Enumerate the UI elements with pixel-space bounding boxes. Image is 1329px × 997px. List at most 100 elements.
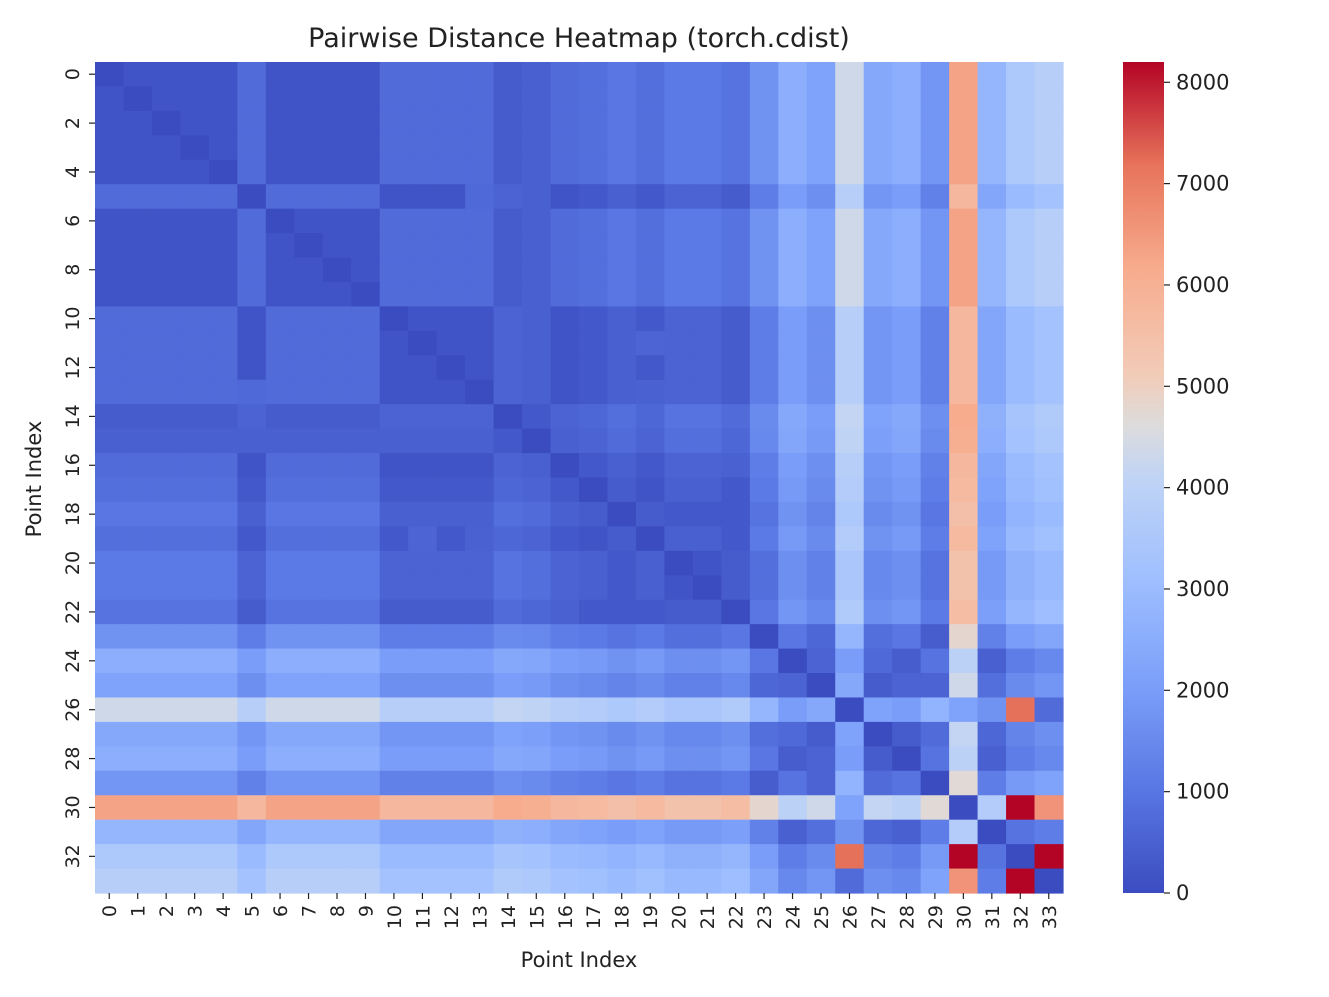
heatmap-cell <box>949 86 979 112</box>
heatmap-cell <box>237 819 267 845</box>
heatmap-cell <box>920 110 950 136</box>
heatmap-cell <box>294 184 324 210</box>
heatmap-cell <box>863 746 893 772</box>
heatmap-cell <box>692 453 722 479</box>
heatmap-cell <box>920 697 950 723</box>
heatmap-cell <box>692 550 722 576</box>
heatmap-cell <box>351 379 381 405</box>
heatmap-cell <box>265 306 295 332</box>
heatmap-cell <box>436 86 466 112</box>
heatmap-cell <box>208 62 238 88</box>
heatmap-cell <box>835 575 865 601</box>
heatmap-cell <box>778 379 808 405</box>
heatmap-cell <box>806 795 836 821</box>
heatmap-cell <box>635 526 666 552</box>
heatmap-cell <box>579 868 609 894</box>
heatmap-cell <box>949 575 979 601</box>
heatmap-cell <box>607 110 637 136</box>
heatmap-cell <box>1006 868 1036 894</box>
heatmap-cell <box>721 330 751 356</box>
heatmap-cell <box>522 550 552 576</box>
heatmap-cell <box>692 135 722 161</box>
heatmap-cell <box>180 428 210 454</box>
heatmap-cell <box>749 648 779 674</box>
heatmap-cell <box>379 330 409 356</box>
heatmap-cell <box>522 233 552 259</box>
heatmap-cell <box>208 721 238 747</box>
heatmap-cell <box>607 770 637 796</box>
heatmap-cell <box>294 770 324 796</box>
heatmap-cell <box>806 624 836 650</box>
heatmap-cell <box>749 526 779 552</box>
heatmap-cell <box>265 550 295 576</box>
heatmap-cell <box>579 721 609 747</box>
heatmap-cell <box>949 746 979 772</box>
heatmap-cell <box>95 62 125 88</box>
heatmap-cell <box>265 428 295 454</box>
heatmap-cell <box>95 233 125 259</box>
heatmap-cell <box>208 746 238 772</box>
heatmap-cell <box>522 355 552 381</box>
heatmap-cell <box>294 697 324 723</box>
heatmap-cell <box>322 819 352 845</box>
heatmap-cell <box>408 819 438 845</box>
heatmap-cell <box>237 62 267 88</box>
heatmap-cell <box>493 355 523 381</box>
heatmap-cell <box>322 330 352 356</box>
heatmap-cell <box>806 428 836 454</box>
heatmap-cell <box>379 673 409 699</box>
heatmap-cell <box>721 599 751 625</box>
heatmap-cell <box>835 697 865 723</box>
heatmap-cell <box>920 306 950 332</box>
heatmap-cell <box>95 135 125 161</box>
heatmap-cell <box>664 648 694 674</box>
heatmap-cell <box>778 135 808 161</box>
heatmap-cell <box>180 355 210 381</box>
heatmap-cell <box>550 404 580 430</box>
colorbar-tick-label: 4000 <box>1176 476 1229 500</box>
heatmap-cell <box>151 135 182 161</box>
heatmap-cell <box>408 868 438 894</box>
heatmap-cell <box>664 868 694 894</box>
heatmap-cell <box>493 673 523 699</box>
heatmap-cell <box>208 648 238 674</box>
heatmap-cell <box>977 648 1007 674</box>
heatmap-cell <box>664 550 694 576</box>
heatmap-cell <box>664 673 694 699</box>
heatmap-cell <box>408 135 438 161</box>
heatmap-cell <box>863 428 893 454</box>
heatmap-cell <box>607 453 637 479</box>
heatmap-cell <box>123 526 153 552</box>
heatmap-cell <box>949 868 979 894</box>
heatmap-cell <box>436 233 466 259</box>
heatmap-cell <box>294 550 324 576</box>
heatmap-cell <box>493 795 523 821</box>
heatmap-cell <box>1034 184 1064 210</box>
heatmap-cell <box>835 404 865 430</box>
heatmap-cell <box>237 428 267 454</box>
heatmap-cell <box>351 404 381 430</box>
heatmap-cell <box>1034 501 1064 527</box>
heatmap-cell <box>721 62 751 88</box>
heatmap-cell <box>465 159 495 185</box>
heatmap-cell <box>265 184 295 210</box>
heatmap-cell <box>835 233 865 259</box>
heatmap-cell <box>920 526 950 552</box>
heatmap-cell <box>721 184 751 210</box>
heatmap-cell <box>863 624 893 650</box>
heatmap-cell <box>208 550 238 576</box>
heatmap-cell <box>664 746 694 772</box>
heatmap-cell <box>977 599 1007 625</box>
heatmap-cell <box>920 257 950 283</box>
heatmap-cell <box>208 501 238 527</box>
heatmap-cell <box>180 379 210 405</box>
heatmap-cell <box>123 721 153 747</box>
heatmap-cell <box>465 208 495 234</box>
heatmap-cell <box>635 306 666 332</box>
heatmap-cell <box>351 453 381 479</box>
y-tick-label: 18 <box>62 502 84 526</box>
heatmap-cell <box>208 159 238 185</box>
heatmap-cell <box>920 453 950 479</box>
heatmap-cell <box>180 110 210 136</box>
heatmap-cell <box>379 355 409 381</box>
